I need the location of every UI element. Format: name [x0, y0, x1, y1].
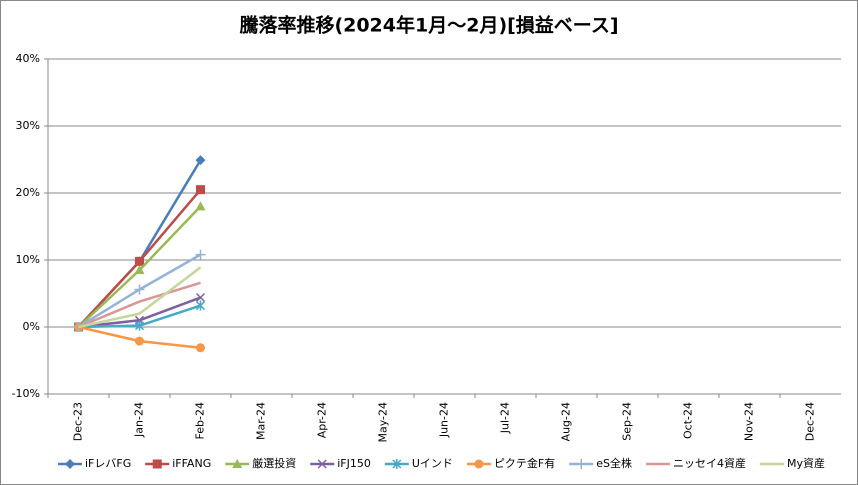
legend-label: Uインド — [412, 457, 453, 470]
marker — [135, 256, 144, 266]
marker — [195, 249, 206, 260]
marker — [195, 155, 206, 166]
legend-item: Uインド — [384, 457, 453, 470]
legend-label: ピクテ金F有 — [494, 456, 555, 470]
x-tick-label: Nov-24 — [743, 402, 756, 441]
legend-label: iFレバFG — [85, 457, 131, 470]
marker — [195, 300, 206, 311]
x-tick-label: Apr-24 — [316, 402, 329, 438]
legend-item: iFレバFG — [58, 457, 131, 470]
marker — [196, 343, 205, 353]
legend-item: ピクテ金F有 — [466, 456, 555, 470]
marker — [576, 459, 587, 469]
x-tick-label: Aug-24 — [560, 402, 573, 441]
marker — [195, 201, 206, 211]
y-tick-label: 30% — [16, 119, 40, 132]
marker — [392, 459, 402, 469]
legend-label: 厳選投資 — [252, 456, 296, 470]
series-line — [78, 266, 202, 329]
y-tick-label: 0% — [23, 320, 40, 333]
x-tick-label: Oct-24 — [682, 402, 695, 439]
x-tick-label: Dec-23 — [72, 402, 85, 441]
y-tick-label: -10% — [12, 387, 40, 400]
x-tick-label: Jan-24 — [133, 402, 146, 438]
legend-item: My資産 — [759, 457, 825, 470]
x-tick-label: Sep-24 — [621, 402, 634, 441]
legend-item: 厳選投資 — [225, 456, 296, 470]
marker — [65, 459, 75, 469]
marker — [134, 284, 145, 295]
marker — [474, 459, 484, 469]
chart-title: 騰落率推移(2024年1月～2月)[損益ベース] — [238, 14, 618, 37]
marker — [134, 265, 145, 275]
x-tick-label: Feb-24 — [194, 402, 207, 439]
legend-label: iFFANG — [172, 457, 211, 470]
marker — [196, 185, 205, 195]
x-tick-label: Jun-24 — [438, 402, 451, 438]
x-tick-label: Dec-24 — [804, 402, 817, 441]
legend-label: My資産 — [787, 457, 825, 470]
legend-item: iFJ150 — [310, 457, 371, 470]
legend-label: eS全株 — [596, 456, 632, 470]
y-tick-label: 10% — [16, 253, 40, 266]
x-tick-label: May-24 — [377, 402, 390, 443]
legend-label: iFJ150 — [337, 457, 371, 470]
marker — [152, 459, 162, 469]
x-tick-label: Jul-24 — [499, 402, 512, 434]
marker — [195, 292, 206, 303]
legend-item: eS全株 — [569, 456, 632, 470]
marker — [135, 336, 144, 346]
marker — [232, 459, 243, 468]
x-tick-label: Mar-24 — [255, 402, 268, 440]
y-tick-label: 40% — [16, 52, 40, 65]
series-line — [78, 281, 201, 329]
marker — [317, 459, 327, 469]
y-tick-label: 20% — [16, 186, 40, 199]
legend-label: ニッセイ4資産 — [673, 457, 746, 470]
legend-item: ニッセイ4資産 — [645, 457, 746, 470]
marker — [134, 320, 145, 331]
legend-item: iFFANG — [145, 457, 211, 470]
